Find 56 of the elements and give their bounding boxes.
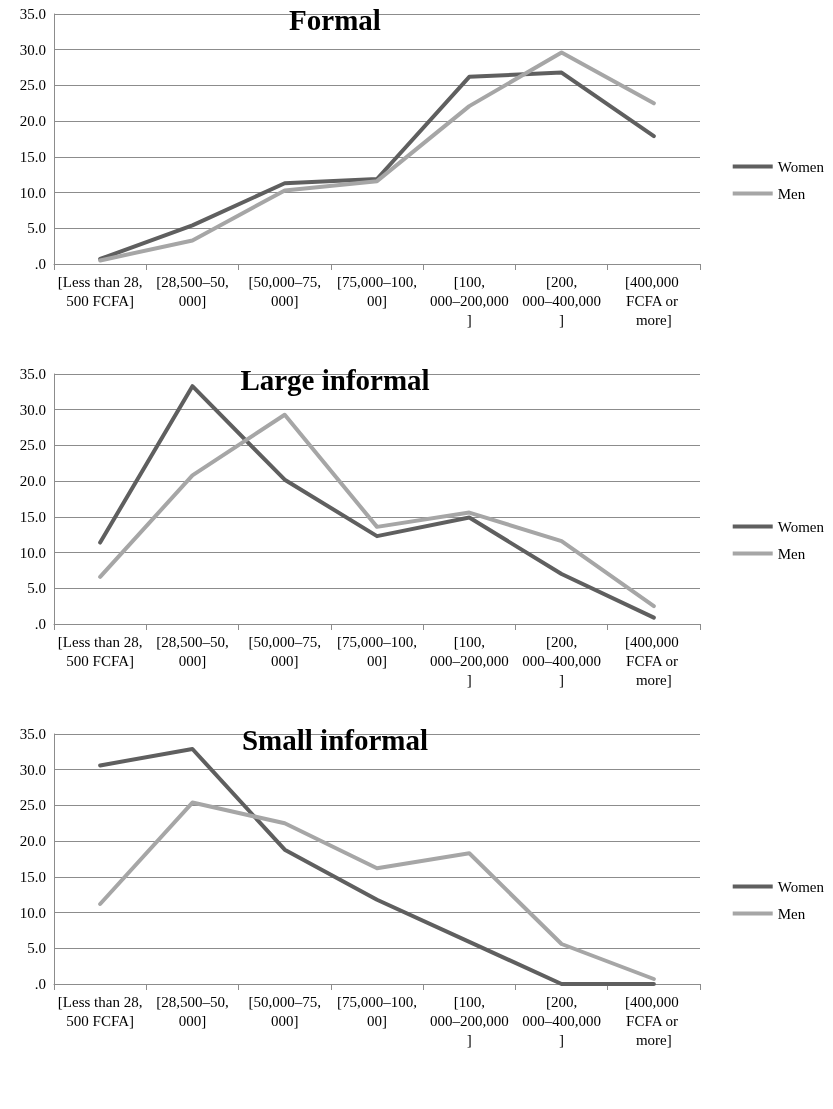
y-tick-label: 35.0 [19,726,46,742]
y-tick-label: 25.0 [19,437,46,454]
legend-label: Men [777,545,806,562]
y-tick-label: 30.0 [19,401,46,418]
legend-label: Men [777,185,806,202]
legend-label: Men [777,905,806,922]
x-tick-label: [400,000 FCFA or more] [625,273,683,328]
chart-title: Small informal [241,723,429,756]
y-tick-label: 10.0 [19,904,46,921]
y-tick-label: 5.0 [27,940,46,957]
legend-label: Women [777,878,825,895]
y-tick-label: 15.0 [19,868,46,885]
line-series [98,800,656,981]
chart-title: Formal [289,3,381,36]
x-tick-label: [50,000–75,000] [248,993,321,1029]
x-tick-label: [Less than 28,500 FCFA] [57,993,143,1029]
y-tick-label: 20.0 [19,833,46,850]
y-tick-label: 10.0 [19,184,46,201]
x-tick-label: [75,000–100,00] [337,273,417,309]
y-tick-label: .0 [34,256,46,272]
y-tick-label: 5.0 [27,220,46,237]
y-tick-label: 10.0 [19,544,46,561]
y-tick-label: 15.0 [19,148,46,165]
x-tick-label: [50,000–75,000] [248,273,321,309]
chart-title: Large informal [240,363,430,396]
x-tick-label: [200,000–400,000] [522,633,601,688]
y-tick-label: .0 [34,616,46,632]
x-tick-label: [50,000–75,000] [248,633,321,669]
line-series [98,412,656,609]
y-tick-label: 35.0 [19,366,46,382]
legend-label: Women [777,158,825,175]
x-tick-label: [100,000–200,000] [429,273,509,328]
x-tick-label: [75,000–100,00] [337,633,417,669]
y-tick-label: 20.0 [19,473,46,490]
y-tick-label: 5.0 [27,580,46,597]
y-tick-label: 35.0 [19,6,46,22]
x-tick-label: [400,000 FCFA or more] [625,633,683,688]
x-tick-label: [100,000–200,000] [429,993,509,1048]
x-tick-label: [28,500–50,000] [156,993,229,1029]
x-tick-label: [100,000–200,000] [429,633,509,688]
x-tick-label: [200,000–400,000] [522,993,601,1048]
legend-label: Women [777,518,825,535]
x-tick-label: [75,000–100,00] [337,993,417,1029]
y-tick-label: 20.0 [19,113,46,130]
y-tick-label: 30.0 [19,761,46,778]
y-tick-label: .0 [34,976,46,992]
x-tick-label: [Less than 28,500 FCFA] [57,633,143,669]
y-tick-label: 25.0 [19,77,46,94]
x-tick-label: [200,000–400,000] [522,273,601,328]
y-tick-label: 25.0 [19,797,46,814]
x-tick-label: [28,500–50,000] [156,273,229,309]
x-tick-label: [400,000 FCFA or more] [625,993,683,1048]
y-tick-label: 30.0 [19,41,46,58]
y-tick-label: 15.0 [19,508,46,525]
x-tick-label: [28,500–50,000] [156,633,229,669]
x-tick-label: [Less than 28,500 FCFA] [57,273,143,309]
